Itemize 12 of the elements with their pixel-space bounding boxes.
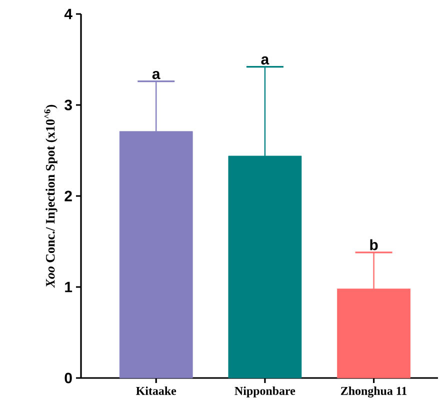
- annotation: a: [152, 70, 160, 80]
- y-tick-label: 2: [64, 190, 72, 202]
- annotation: b: [370, 239, 378, 250]
- x-tick-label: Kitaake: [136, 386, 176, 395]
- y-tick-label: 3: [64, 100, 72, 110]
- x-tick-label: Nipponbare: [234, 386, 296, 398]
- x-tick-label: Zhonghua 11: [340, 386, 407, 398]
- y-axis-title: Xoo Conc./ Injection Spot (x10$^{^6}$): [44, 104, 58, 288]
- annotation: a: [261, 56, 270, 65]
- y-tick-label: 0: [64, 372, 72, 384]
- y-tick-label: 1: [65, 282, 72, 292]
- y-tick-label: 4: [64, 8, 72, 20]
